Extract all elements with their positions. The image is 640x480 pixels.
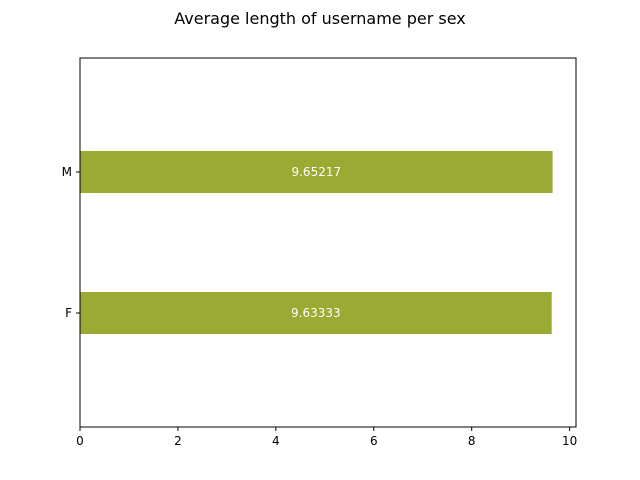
data-label-m: 9.65217 [291, 165, 341, 179]
x-tick-label-4: 4 [272, 434, 280, 448]
bar-f [80, 292, 552, 334]
data-label-f: 9.63333 [291, 306, 341, 320]
bars-layer [80, 151, 553, 334]
bar-m [80, 151, 553, 193]
x-tick-label-0: 0 [76, 434, 84, 448]
x-tick-label-8: 8 [468, 434, 476, 448]
x-tick-label-6: 6 [370, 434, 378, 448]
axes-layer: M F 0 2 4 6 8 10 [62, 57, 577, 448]
x-tick-label-10: 10 [562, 434, 577, 448]
chart-title: Average length of username per sex [174, 9, 466, 28]
y-tick-label-m: M [62, 165, 72, 179]
y-tick-label-f: F [65, 306, 72, 320]
x-tick-label-2: 2 [174, 434, 182, 448]
data-labels-layer: 9.65217 9.63333 [291, 165, 341, 320]
plot-frame [79, 57, 577, 428]
